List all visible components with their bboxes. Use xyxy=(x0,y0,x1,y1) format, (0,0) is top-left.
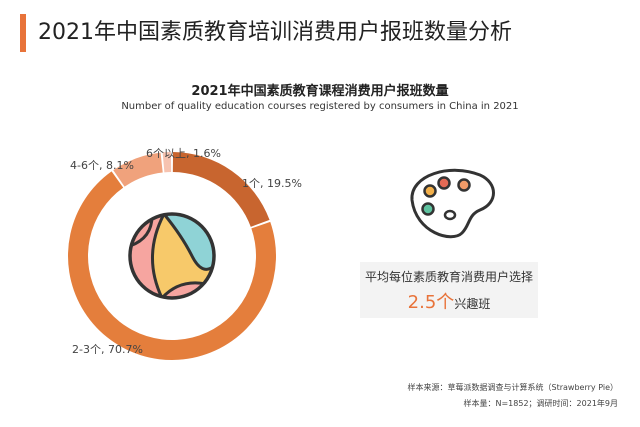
average-value: 2.5个 xyxy=(407,292,455,313)
beach-ball-icon xyxy=(128,212,216,300)
slice-6-plus xyxy=(162,152,172,173)
footer-source: 样本来源：草莓派数据调查与计算系统（Strawberry Pie） xyxy=(407,383,618,392)
slice-label-1: 1个, 19.5% xyxy=(242,177,302,190)
average-card: 平均每位素质教育消费用户选择 2.5个兴趣班 xyxy=(360,262,538,318)
chart-subtitle: Number of quality education courses regi… xyxy=(121,101,519,112)
slice-label-6-plus: 6个以上, 1.6% xyxy=(146,147,221,160)
slice-4-6 xyxy=(113,152,163,187)
title-accent-bar xyxy=(20,14,26,52)
average-unit: 兴趣班 xyxy=(454,297,491,311)
footer-sample: 样本量：N=1852；调研时间：2021年9月 xyxy=(463,399,619,408)
page-title: 2021年中国素质教育培训消费用户报班数量分析 xyxy=(38,20,512,45)
paint-palette-icon xyxy=(410,168,495,239)
average-text: 平均每位素质教育消费用户选择 xyxy=(364,270,533,284)
slice-label-2-3: 2-3个, 70.7% xyxy=(72,343,143,356)
chart-title: 2021年中国素质教育课程消费用户报班数量 xyxy=(191,84,449,99)
slice-1 xyxy=(172,152,270,227)
average-value-line: 2.5个兴趣班 xyxy=(360,288,538,314)
slice-label-4-6: 4-6个, 8.1% xyxy=(70,159,134,172)
